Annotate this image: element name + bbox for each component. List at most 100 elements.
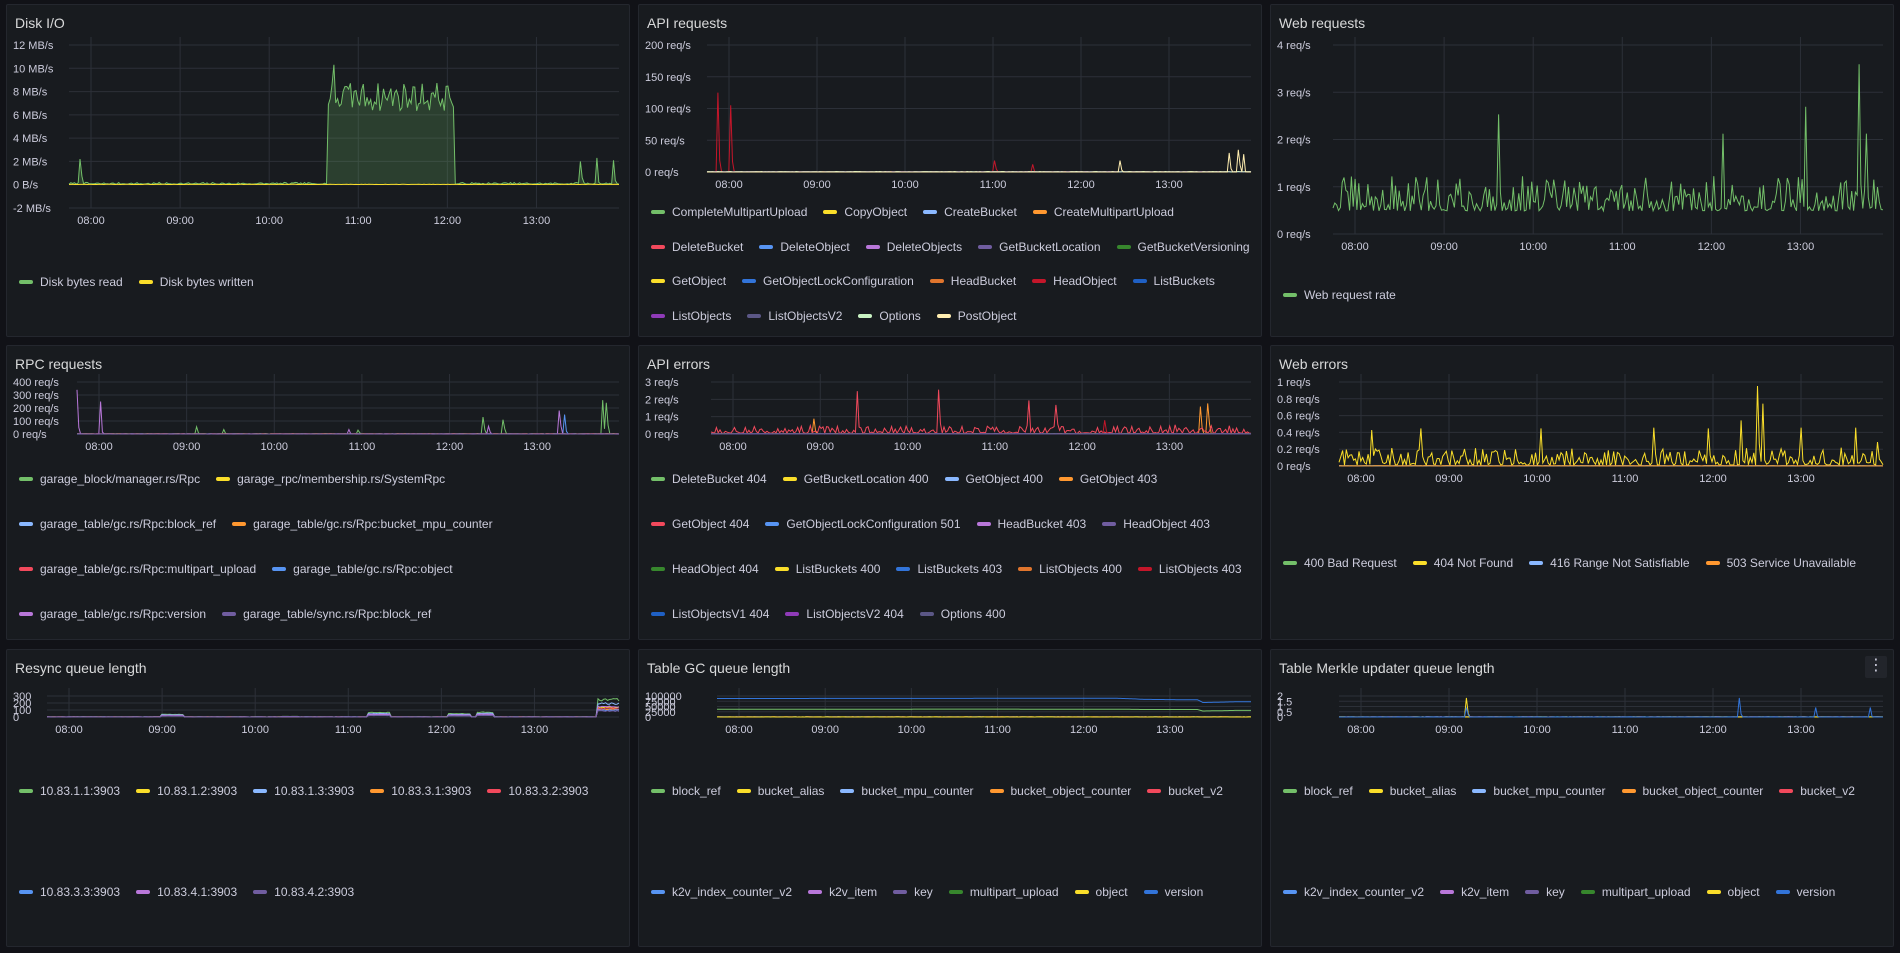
legend-item[interactable]: ListObjectsV2 404 [785,594,904,633]
legend-item[interactable]: PostObject [936,302,1016,331]
legend-item[interactable]: Options 400 [919,594,1006,633]
legend-item[interactable]: version [1775,845,1835,941]
panel-api-errors[interactable]: API errors 3 req/s 2 req/s 1 req/s 0 req/s 0… [638,345,1262,640]
legend-item[interactable]: bucket_v2 [1147,743,1223,839]
legend-item[interactable]: bucket_v2 [1779,743,1855,839]
x-tick-label: 13:00 [523,441,551,453]
legend-item[interactable]: ListObjects 400 [1018,550,1122,589]
x-tick-label: 12:00 [434,215,462,227]
legend-item[interactable]: DeleteObject [759,233,850,262]
legend-item[interactable]: GetObject [651,267,726,296]
legend-item[interactable]: bucket_alias [1368,743,1456,839]
y-tick-label: 1.5 [1277,696,1292,708]
more-vertical-icon[interactable]: ⋮ [1865,656,1887,678]
legend-item[interactable]: garage_table/sync.rs/Rpc:block_ref [222,594,431,633]
series-line [710,389,1252,436]
legend-item[interactable]: GetObject 404 [651,505,749,544]
legend-item[interactable]: multipart_upload [1580,845,1691,941]
legend-item[interactable]: garage_block/manager.rs/Rpc [19,460,200,499]
y-tick-label: 1 req/s [1277,377,1311,389]
legend-item[interactable]: 416 Range Not Satisfiable [1529,492,1690,633]
chart-svg: 4 req/s 3 req/s 2 req/s 1 req/s 0 req/s 08:00… [1277,37,1884,253]
legend-item[interactable]: 10.83.1.1:3903 [19,743,120,839]
legend-item[interactable]: object [1706,845,1760,941]
legend-item[interactable]: DeleteObjects [865,233,962,262]
legend-item[interactable]: ListBuckets 400 [774,550,880,589]
panel-api-requests[interactable]: API requests 200 req/s 150 req/s 100 req/s… [638,4,1262,337]
x-tick-label: 13:00 [1787,724,1815,736]
panel-web-errors[interactable]: Web errors 1 req/s 0.8 req/s 0.6 req/s 0.4 … [1270,345,1894,640]
legend-item[interactable]: bucket_object_counter [989,743,1131,839]
panel-disk-io[interactable]: Disk I/O 12 MB/s 10 MB/s 8 MB/s 6 MB/s 4 MB/… [6,4,630,337]
legend-item[interactable]: HeadObject [1032,267,1117,296]
x-tick-label: 13:00 [1787,241,1815,253]
legend-item[interactable]: GetObjectLockConfiguration 501 [765,505,961,544]
legend-item[interactable]: CreateMultipartUpload [1032,198,1174,227]
legend-item[interactable]: object [1074,845,1128,941]
legend-item[interactable]: version [1143,845,1203,941]
legend-item[interactable]: Disk bytes read [19,234,123,330]
legend-item[interactable]: 503 Service Unavailable [1705,492,1856,633]
legend-item[interactable]: k2v_index_counter_v2 [651,845,792,941]
legend-item[interactable]: CopyObject [823,198,907,227]
legend-item[interactable]: key [1525,845,1565,941]
legend-item[interactable]: 10.83.1.2:3903 [136,743,237,839]
legend-item[interactable]: CompleteMultipartUpload [651,198,807,227]
legend-item[interactable]: DeleteBucket 404 [651,460,767,499]
legend-item[interactable]: bucket_object_counter [1621,743,1763,839]
legend-item[interactable]: k2v_item [1440,845,1509,941]
legend-item[interactable]: garage_table/gc.rs/Rpc:block_ref [19,505,216,544]
legend-item[interactable]: GetBucketLocation 400 [782,460,929,499]
legend-item[interactable]: GetBucketLocation [978,233,1101,262]
legend-item[interactable]: GetObject 403 [1058,460,1157,499]
legend-item[interactable]: k2v_index_counter_v2 [1283,845,1424,941]
panel-table-merkle-updater-queue-length[interactable]: Table Merkle updater queue length ⋮ 2 1.5… [1270,649,1894,947]
legend-item[interactable]: ListObjects [651,302,731,331]
legend-item[interactable]: HeadBucket [929,267,1016,296]
legend-item[interactable]: CreateBucket [923,198,1017,227]
legend-item[interactable]: multipart_upload [948,845,1059,941]
legend-item[interactable]: block_ref [1283,743,1353,839]
legend-item[interactable]: 10.83.3.2:3903 [487,743,588,839]
legend-item[interactable]: Options [858,302,921,331]
panel-resync-queue-length[interactable]: Resync queue length 300 200 100 0 08:00 09:00… [6,649,630,947]
legend-item[interactable]: ListObjectsV2 [747,302,842,331]
legend-item[interactable]: 404 Not Found [1412,492,1513,633]
legend-item[interactable]: DeleteBucket [651,233,743,262]
legend-item[interactable]: Web request rate [1283,260,1396,330]
legend-item[interactable]: garage_table/gc.rs/Rpc:version [19,594,206,633]
legend-swatch [232,522,247,527]
legend-item[interactable]: Disk bytes written [138,234,254,330]
legend-item[interactable]: ListObjects 403 [1137,550,1242,589]
legend-item[interactable]: GetObjectLockConfiguration [742,267,914,296]
legend-item[interactable]: ListBuckets [1132,267,1215,296]
legend-item[interactable]: 10.83.3.1:3903 [370,743,471,839]
legend-item[interactable]: 10.83.4.1:3903 [136,845,237,941]
legend-swatch [19,890,33,895]
legend-item[interactable]: garage_table/gc.rs/Rpc:multipart_upload [19,550,256,589]
legend-item[interactable]: garage_rpc/membership.rs/SystemRpc [216,460,445,499]
legend-item[interactable]: GetBucketVersioning [1116,233,1250,262]
panel-web-requests[interactable]: Web requests 4 req/s 3 req/s 2 req/s 1 req/… [1270,4,1894,337]
legend-item[interactable]: bucket_mpu_counter [1472,743,1606,839]
legend-item[interactable]: 10.83.1.3:3903 [253,743,354,839]
legend-item[interactable]: bucket_mpu_counter [840,743,974,839]
legend-item[interactable]: garage_table/gc.rs/Rpc:object [272,550,453,589]
legend-item[interactable]: 10.83.3.3:3903 [19,845,120,941]
legend-item[interactable]: k2v_item [808,845,877,941]
panel-table-gc-queue-length[interactable]: Table GC queue length 100000 75000 50000 25… [638,649,1262,947]
panel-rpc-requests[interactable]: RPC requests 400 req/s 300 req/s 200 req/s… [6,345,630,640]
legend-item[interactable]: HeadObject 404 [651,550,759,589]
legend-item[interactable]: GetObject 400 [944,460,1043,499]
legend-item[interactable]: ListBuckets 403 [896,550,1002,589]
legend-item[interactable]: block_ref [651,743,721,839]
legend-item[interactable]: garage_table/gc.rs/Rpc:bucket_mpu_counte… [232,505,493,544]
y-tick-label: 1 req/s [645,412,679,424]
legend-item[interactable]: HeadObject 403 [1102,505,1210,544]
legend-item[interactable]: bucket_alias [736,743,824,839]
legend-item[interactable]: HeadBucket 403 [976,505,1086,544]
legend-item[interactable]: 400 Bad Request [1283,492,1397,633]
legend-item[interactable]: 10.83.4.2:3903 [253,845,354,941]
legend-item[interactable]: ListObjectsV1 404 [651,594,769,633]
legend-item[interactable]: key [893,845,933,941]
